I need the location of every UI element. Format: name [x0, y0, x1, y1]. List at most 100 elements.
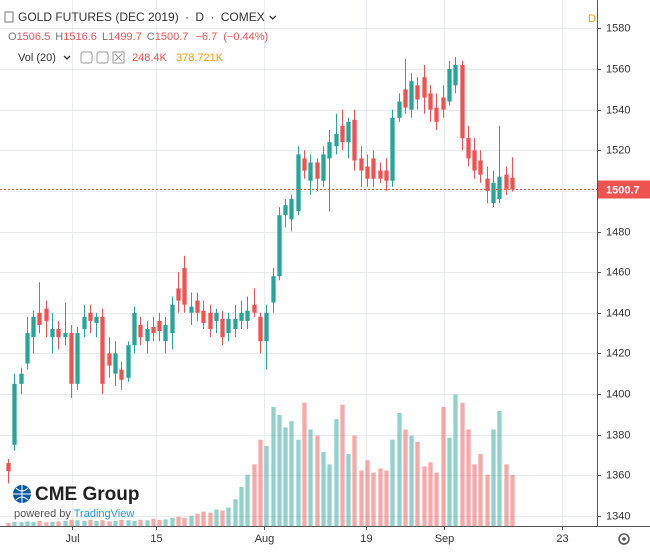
candle-body	[422, 77, 427, 98]
candle-body	[132, 312, 137, 346]
candle-body	[397, 101, 402, 118]
candle-body	[403, 89, 408, 108]
settings-gear[interactable]	[618, 533, 630, 545]
volume-bar	[289, 421, 294, 526]
volume-bar	[151, 518, 156, 526]
y-tick-label: 1520	[606, 144, 630, 156]
y-tick-label: 1580	[606, 22, 630, 34]
ohlc-label: C	[147, 31, 155, 43]
candle-body	[214, 312, 219, 321]
volume-bar	[497, 410, 502, 526]
volume-bar	[119, 519, 124, 526]
candle-body	[113, 353, 118, 374]
y-tick-label: 1420	[606, 347, 630, 359]
volume-bar	[415, 441, 420, 526]
x-tick-label: Aug	[255, 533, 275, 545]
candle-body	[37, 312, 42, 325]
ohlc-label: L	[102, 31, 108, 43]
volume-bar	[434, 472, 439, 526]
watermark-brand: CME Group	[35, 484, 140, 505]
volume-bar	[113, 520, 118, 526]
price-axis: 1340136013801400142014401460148015001520…	[597, 22, 650, 522]
candle-body	[157, 320, 162, 332]
dropdown-chevron[interactable]	[269, 15, 277, 20]
ohlc-label: H	[55, 31, 63, 43]
volume-bar	[37, 520, 42, 526]
remove-icon[interactable]	[112, 51, 125, 64]
dropdown-chevron[interactable]	[63, 55, 71, 60]
candle-body	[44, 308, 49, 321]
volume-bar	[302, 402, 307, 526]
watermark-powered: powered by TradingView	[14, 508, 134, 520]
collapse-icon[interactable]	[4, 11, 14, 23]
volume-bar	[107, 521, 112, 526]
candle-body	[69, 333, 74, 384]
candle-body	[176, 288, 181, 301]
volume-bar	[6, 522, 11, 526]
volume-bar	[422, 466, 427, 526]
volume-bar	[75, 520, 80, 526]
volume-bar	[409, 435, 414, 526]
volume-pane	[6, 394, 515, 526]
candle-body	[126, 345, 131, 378]
volume-bar	[214, 509, 219, 526]
volume-bar	[239, 486, 244, 526]
candle-body	[75, 333, 80, 384]
ohlc-value: 1516.6	[63, 31, 97, 43]
interval: D	[195, 10, 204, 24]
candle-body	[447, 69, 452, 102]
candle-body	[359, 158, 364, 171]
candle-body	[371, 158, 376, 179]
y-tick-label: 1440	[606, 307, 630, 319]
volume-bar	[453, 394, 458, 526]
volume-bar	[346, 454, 351, 526]
candle-body	[340, 125, 345, 143]
candle-body	[19, 373, 24, 384]
volume-legend-name[interactable]: Vol (20)	[18, 52, 56, 64]
candle-body	[415, 85, 420, 100]
candle-body	[119, 369, 124, 380]
candle-body	[510, 177, 515, 190]
volume-bar	[31, 521, 36, 526]
ohlc-label: O	[8, 31, 17, 43]
volume-bar	[50, 521, 55, 526]
candle-body	[378, 170, 383, 179]
volume-bar	[296, 439, 301, 526]
volume-bar	[157, 519, 162, 526]
y-tick-label: 1340	[606, 510, 630, 522]
candle-body	[151, 326, 156, 334]
cme-logo-globe	[13, 485, 31, 503]
volume-bar	[378, 468, 383, 526]
visibility-icon[interactable]	[80, 51, 93, 64]
symbol-legend[interactable]: GOLD FUTURES (DEC 2019) · D · COMEX	[18, 10, 265, 24]
candle-body	[239, 312, 244, 321]
volume-bar	[352, 435, 357, 526]
candle-body	[12, 383, 17, 445]
candle-body	[428, 93, 433, 110]
candle-body	[277, 215, 282, 277]
candle-body	[390, 117, 395, 181]
exchange: COMEX	[221, 10, 265, 24]
candle-body	[189, 306, 194, 313]
candle-body	[334, 134, 339, 147]
candle-body	[441, 97, 446, 110]
candle-body	[170, 304, 175, 334]
candle-body	[258, 316, 263, 342]
candle-body	[138, 324, 143, 338]
candle-body	[264, 312, 269, 342]
volume-bar	[145, 520, 150, 526]
x-tick-label: Sep	[435, 533, 455, 545]
badge: D	[588, 13, 596, 25]
candle-body	[352, 119, 357, 161]
volume-bar	[189, 515, 194, 526]
volume-bar	[491, 429, 496, 526]
volume-bar	[252, 464, 257, 526]
symbol-title: GOLD FUTURES (DEC 2019)	[18, 10, 179, 24]
candle-body	[346, 121, 351, 143]
volume-bar	[63, 520, 68, 526]
candle-body	[315, 162, 320, 179]
y-tick-label: 1460	[606, 266, 630, 278]
settings-icon[interactable]	[96, 51, 109, 64]
volume-bar	[371, 472, 376, 526]
